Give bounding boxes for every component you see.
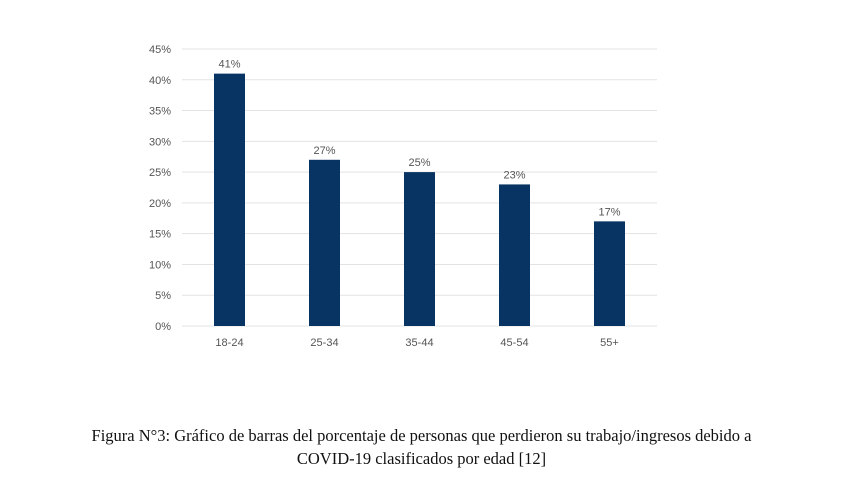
x-tick-label: 35-44 — [405, 337, 433, 349]
caption-line-2: COVID-19 clasificados por edad [12] — [296, 449, 547, 468]
data-label: 41% — [218, 59, 240, 71]
bar-45-54 — [499, 184, 530, 326]
data-label: 27% — [313, 145, 335, 157]
y-tick-label: 25% — [149, 167, 171, 179]
y-tick-label: 40% — [149, 75, 171, 87]
bar-35-44 — [404, 172, 435, 326]
y-tick-label: 35% — [149, 106, 171, 118]
bars — [214, 73, 625, 326]
y-tick-label: 5% — [155, 290, 171, 302]
y-axis-tick-labels: 0% 5% 10% 15% 20% 25% 30% 35% 40% 45% — [149, 44, 171, 333]
y-tick-label: 10% — [149, 259, 171, 271]
data-label: 17% — [598, 206, 620, 218]
bar-25-34 — [309, 159, 340, 326]
figure-caption: Figura N°3: Gráfico de barras del porcen… — [0, 424, 843, 470]
data-label: 25% — [408, 157, 430, 169]
bar-chart: 0% 5% 10% 15% 20% 25% 30% 35% 40% 45% 41% 27% 25% 23… — [149, 44, 657, 349]
x-axis-tick-labels: 18-24 25-34 35-44 45-54 55+ — [215, 337, 618, 349]
x-tick-label: 45-54 — [500, 337, 528, 349]
x-tick-label: 18-24 — [215, 337, 243, 349]
x-tick-label: 25-34 — [310, 337, 338, 349]
bar-18-24 — [214, 73, 245, 326]
y-tick-label: 20% — [149, 198, 171, 210]
y-tick-label: 45% — [149, 44, 171, 56]
bar-55+ — [594, 221, 625, 326]
y-tick-label: 0% — [155, 321, 171, 333]
data-labels: 41% 27% 25% 23% 17% — [218, 59, 620, 219]
data-label: 23% — [503, 169, 525, 181]
y-tick-label: 30% — [149, 136, 171, 148]
y-tick-label: 15% — [149, 229, 171, 241]
caption-line-1: Figura N°3: Gráfico de barras del porcen… — [91, 426, 752, 445]
x-tick-label: 55+ — [600, 337, 619, 349]
